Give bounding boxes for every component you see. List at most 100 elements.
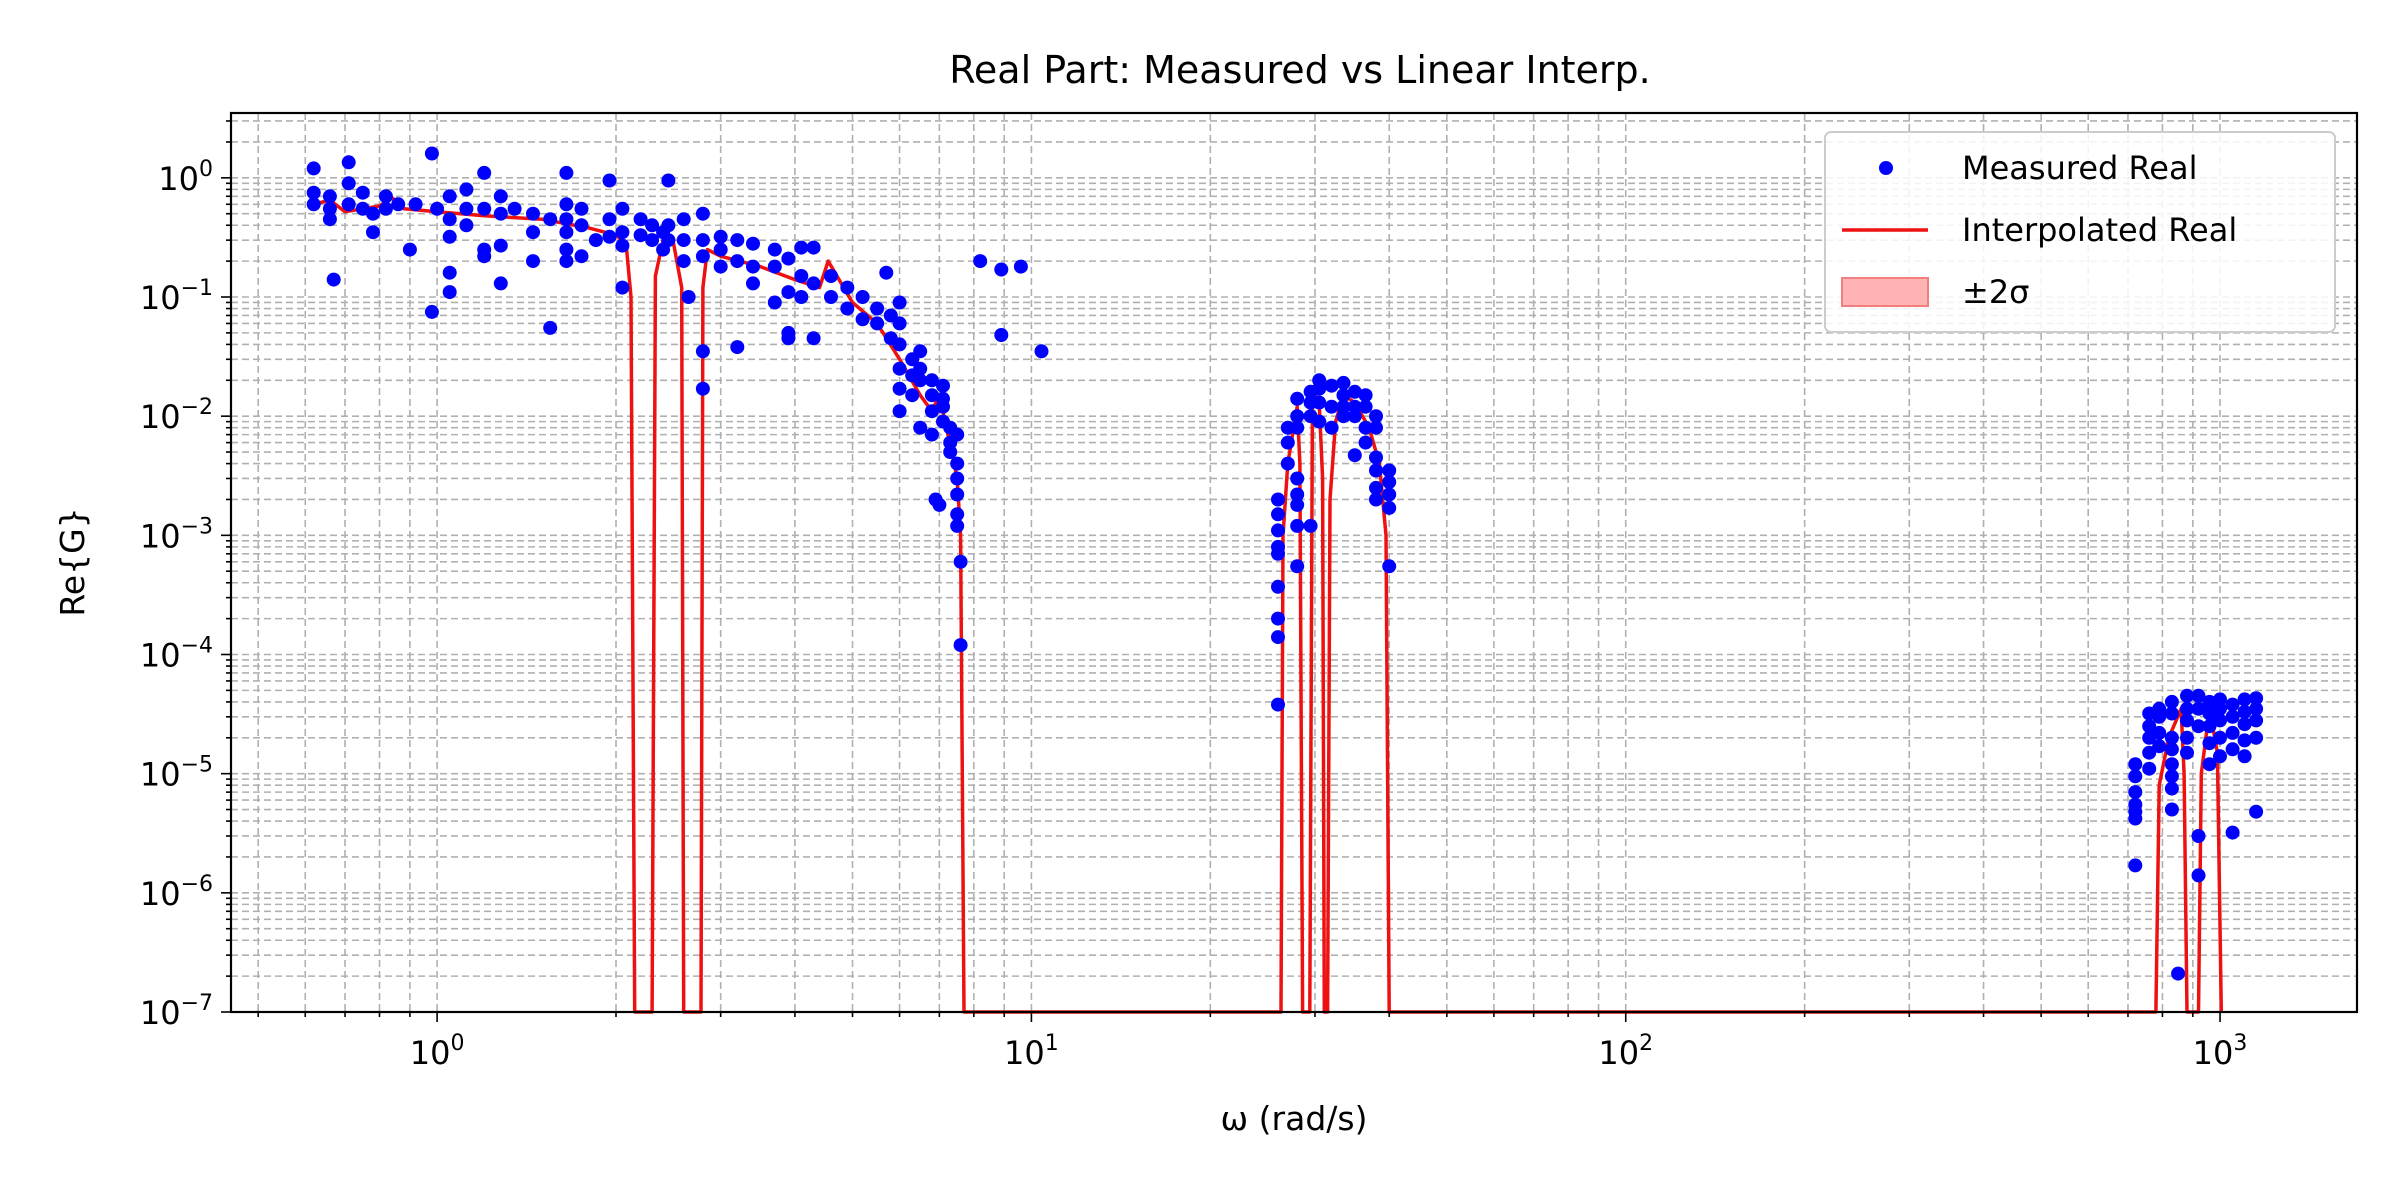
measured-real-point [2142,719,2157,734]
measured-real-point [1290,409,1305,424]
measured-real-point [1369,450,1383,465]
measured-real-point [661,173,676,188]
measured-real-point [730,233,745,248]
x-tick-label: 102 [1598,1031,1653,1072]
measured-real-point [1358,420,1373,435]
x-axis-label: ω (rad/s) [1221,1099,1368,1138]
measured-real-point [574,201,589,216]
measured-real-point [1271,630,1285,645]
measured-real-point [1382,487,1397,502]
measured-real-point [806,276,821,291]
measured-real-point [442,229,457,244]
measured-real-point [806,240,821,255]
x-tick-label: 100 [410,1031,465,1072]
measured-real-point [633,212,648,227]
measured-real-point [2180,745,2194,760]
measured-real-point [366,225,380,240]
measured-real-point [892,381,907,396]
measured-real-point [2164,802,2179,817]
measured-real-point [695,381,710,396]
measured-real-point [781,331,796,346]
measured-real-point [913,361,928,376]
measured-real-point [892,404,907,419]
measured-real-point [424,304,439,319]
measured-real-point [1336,409,1351,424]
measured-real-point [574,218,589,233]
measured-real-point [2152,709,2167,724]
measured-real-point [1347,448,1362,463]
measured-real-point [840,280,855,295]
measured-real-point [879,265,894,280]
measured-real-point [2202,719,2217,734]
measured-real-point [905,388,920,403]
measured-real-point [2164,694,2179,709]
measured-real-point [936,378,950,393]
measured-real-point [645,218,660,233]
measured-real-point [794,269,809,283]
measured-real-point [855,312,870,327]
measured-real-point [924,404,939,419]
measured-real-point [1312,414,1327,429]
measured-real-point [2202,706,2217,721]
measured-real-point [2237,717,2252,732]
plot-series [306,146,2264,1014]
measured-real-point [1271,579,1285,594]
measured-real-point [1271,492,1285,507]
measured-real-point [615,201,630,216]
measured-real-point [378,189,393,204]
measured-real-point [442,285,457,300]
measured-real-point [2171,966,2186,981]
legend-marker-measured [1879,161,1893,175]
measured-real-point [2180,701,2194,716]
measured-real-point [1347,384,1362,399]
measured-real-point [326,272,341,287]
measured-real-point [950,456,965,471]
measured-real-point [493,189,508,204]
measured-real-point [543,320,558,335]
measured-real-point [391,197,406,212]
measured-real-point [2249,691,2264,706]
y-tick-label: 10−7 [140,991,213,1032]
measured-real-point [1336,388,1351,403]
measured-real-point [870,316,885,331]
measured-real-point [2180,688,2194,703]
measured-real-point [2128,757,2143,772]
measured-real-point [913,344,928,359]
measured-real-point [913,373,928,388]
measured-real-point [1312,395,1327,410]
measured-real-point [1271,611,1285,626]
measured-real-point [602,229,617,244]
measured-real-point [713,259,728,274]
measured-real-point [355,185,370,200]
measured-real-point [1369,492,1383,507]
measured-real-point [824,269,838,283]
measured-real-point [442,212,457,227]
measured-real-point [543,212,558,227]
measured-real-point [840,301,855,316]
measured-real-point [322,212,337,227]
measured-real-point [676,233,691,248]
measured-real-point [1271,507,1285,522]
measured-real-point [950,507,965,522]
measured-real-point [322,189,337,204]
measured-real-point [2225,825,2240,840]
measured-real-point [559,212,574,227]
measured-real-point [1271,546,1285,561]
measured-real-point [695,344,710,359]
measured-real-point [746,259,760,274]
measured-real-point [950,518,965,533]
measured-real-point [2213,713,2227,728]
measured-real-point [2225,709,2240,724]
y-tick-label: 10−1 [140,276,213,317]
measured-real-point [924,373,939,388]
measured-real-point [1369,463,1383,478]
measured-real-point [341,176,356,191]
measured-real-point [2191,719,2206,734]
measured-real-point [322,201,337,216]
measured-real-point [2213,749,2227,764]
measured-real-point [306,197,321,212]
measured-real-point [713,229,728,244]
measured-real-point [430,201,445,216]
measured-real-point [2180,713,2194,728]
